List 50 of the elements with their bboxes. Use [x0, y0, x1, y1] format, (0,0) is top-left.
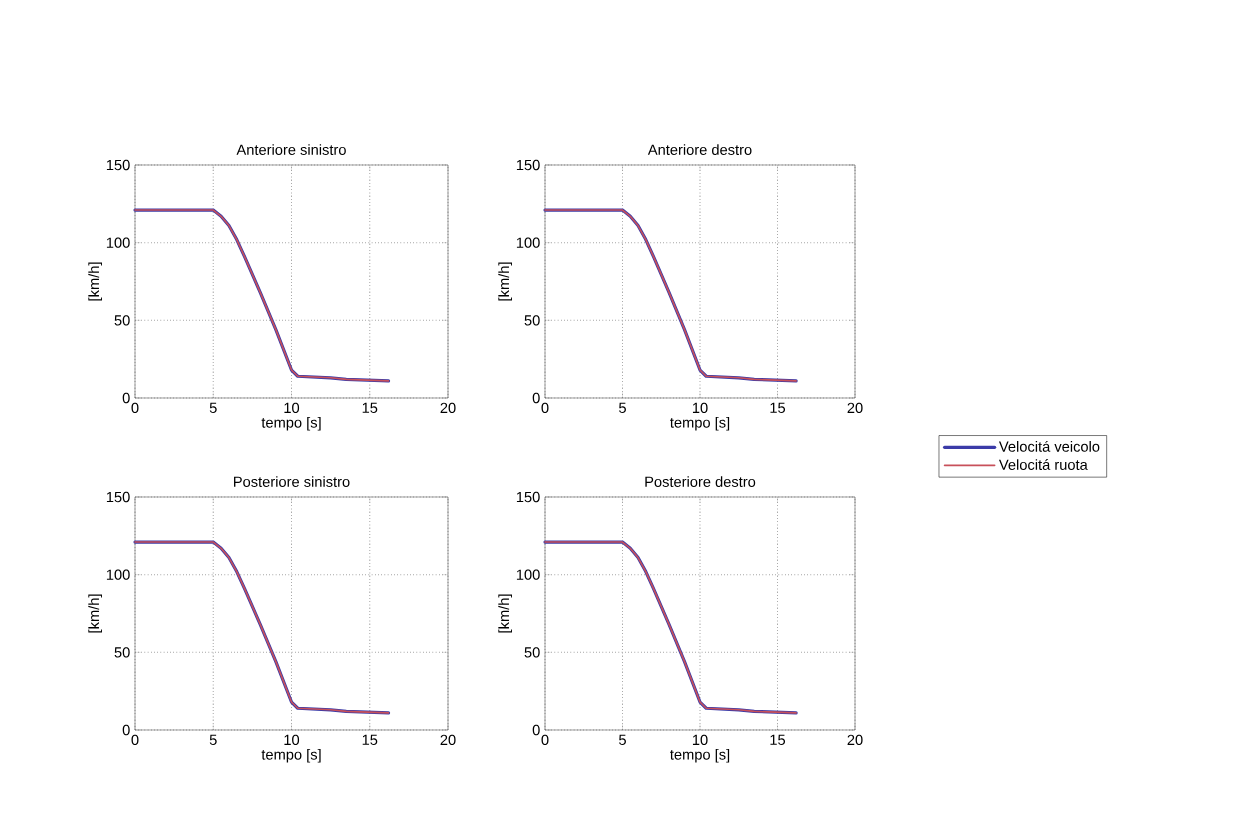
x-tick-label: 10	[284, 734, 300, 746]
x-tick-label: 0	[541, 734, 549, 746]
x-tick-label: 0	[541, 402, 549, 414]
y-tick-label: 0	[532, 724, 540, 736]
x-tick-label: 20	[440, 734, 456, 746]
y-axis-title: [km/h]	[88, 594, 102, 633]
chart-title: Anteriore sinistro	[236, 144, 346, 155]
chart-title: Posteriore sinistro	[234, 476, 350, 487]
x-tick-label: 5	[619, 402, 626, 413]
y-tick-label: 50	[524, 647, 540, 658]
y-tick-label: 50	[524, 315, 540, 326]
y-tick-label: 150	[516, 159, 540, 171]
y-tick-label: 50	[114, 315, 130, 326]
x-tick-label: 20	[847, 402, 863, 414]
y-tick-label: 0	[122, 724, 130, 736]
x-axis-title: tempo [s]	[670, 748, 730, 763]
chart-title: Anteriore destro	[647, 144, 752, 155]
x-tick-label: 5	[619, 734, 626, 745]
x-tick-label: 0	[131, 734, 139, 746]
x-axis-title: tempo [s]	[670, 416, 730, 431]
y-tick-label: 100	[516, 237, 540, 248]
y-tick-label: 0	[122, 392, 130, 404]
x-tick-label: 20	[440, 402, 456, 414]
y-axis-title: [km/h]	[498, 262, 512, 301]
x-tick-label: 20	[847, 734, 863, 746]
y-tick-label: 150	[516, 491, 540, 503]
x-tick-label: 15	[770, 402, 786, 413]
legend-label: Velocitá ruota	[998, 459, 1088, 470]
x-tick-label: 5	[209, 734, 217, 745]
x-axis-title: tempo [s]	[261, 416, 321, 431]
x-tick-label: 15	[770, 734, 786, 745]
y-tick-label: 150	[106, 159, 130, 171]
x-tick-label: 10	[692, 734, 708, 746]
x-tick-label: 5	[209, 402, 217, 413]
x-tick-label: 15	[362, 734, 378, 745]
y-tick-label: 0	[532, 392, 540, 404]
x-axis-title: tempo [s]	[261, 748, 321, 763]
chart-title: Posteriore destro	[645, 476, 756, 487]
x-tick-label: 15	[362, 402, 378, 413]
x-tick-label: 10	[692, 402, 708, 414]
y-tick-label: 100	[106, 237, 130, 248]
x-tick-label: 10	[284, 402, 300, 414]
y-axis-title: [km/h]	[498, 594, 512, 633]
x-tick-label: 0	[131, 402, 139, 414]
y-tick-label: 150	[106, 491, 130, 503]
legend-label: Velocitá veicolo	[998, 440, 1100, 452]
y-tick-label: 100	[106, 569, 130, 580]
y-tick-label: 100	[516, 569, 540, 580]
y-tick-label: 50	[114, 647, 130, 658]
y-axis-title: [km/h]	[88, 262, 102, 301]
